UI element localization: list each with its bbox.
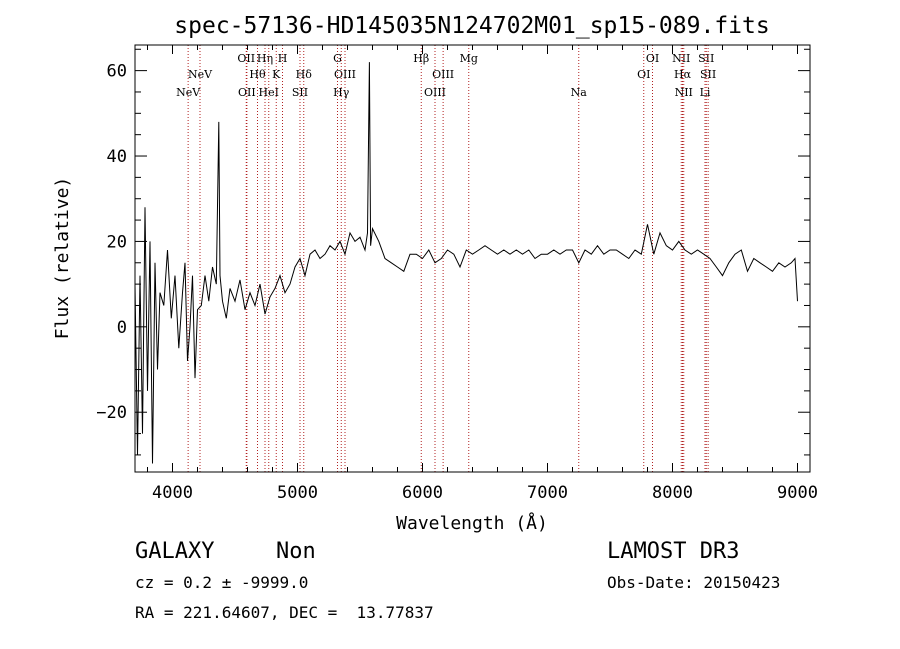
marker-label: Mg — [460, 52, 478, 65]
marker-label: OIII — [424, 86, 446, 99]
class-label: GALAXY — [135, 539, 215, 564]
plot-frame — [134, 44, 811, 473]
x-tick-label: 4000 — [152, 483, 193, 503]
x-tick-label: 5000 — [277, 483, 318, 503]
marker-label: Hβ — [413, 52, 429, 65]
coords-text: RA = 221.64607, DEC = 13.77837 — [135, 603, 434, 622]
marker-label: NII — [675, 86, 693, 99]
y-tick-label: 20 — [107, 232, 127, 252]
marker-label: NeV — [188, 68, 213, 81]
axis-ticks: 4000 5000 6000 7000 8000 9000 −20 0 20 40 60 — [96, 45, 818, 503]
marker-label: Hδ — [296, 68, 313, 81]
chart-title: spec-57136-HD145035N124702M01_sp15-089.f… — [174, 13, 769, 39]
marker-label: OII — [238, 86, 256, 99]
marker-label: HeI — [259, 86, 279, 99]
marker-label: NII — [672, 52, 690, 65]
y-tick-label: 0 — [117, 318, 127, 338]
y-tick-label: 60 — [107, 62, 127, 82]
marker-label: Na — [571, 86, 588, 99]
marker-label: G — [333, 52, 342, 65]
marker-label: OII — [237, 52, 255, 65]
marker-label: H — [278, 52, 288, 65]
survey-label: LAMOST DR3 — [607, 539, 740, 564]
y-tick-label: −20 — [96, 403, 127, 423]
x-tick-label: 9000 — [777, 483, 818, 503]
marker-label: Hη — [257, 52, 273, 65]
x-tick-label: 6000 — [402, 483, 443, 503]
marker-label: Hθ — [249, 68, 266, 81]
marker-label: OIII — [432, 68, 454, 81]
x-axis-label: Wavelength (Å) — [396, 512, 548, 534]
marker-label: SII — [700, 68, 716, 81]
marker-label: K — [272, 68, 281, 81]
marker-label: OI — [646, 52, 659, 65]
marker-label: NeV — [176, 86, 201, 99]
subclass-label: Non — [276, 539, 316, 564]
x-tick-label: 8000 — [652, 483, 693, 503]
y-axis-label: Flux (relative) — [52, 177, 73, 340]
y-tick-label: 40 — [107, 147, 127, 167]
marker-label: Hα — [674, 68, 692, 81]
x-tick-label: 7000 — [527, 483, 568, 503]
marker-label: SII — [292, 86, 308, 99]
cz-text: cz = 0.2 ± -9999.0 — [135, 573, 309, 592]
series-line-spectrum — [134, 62, 798, 464]
series-layer — [134, 62, 798, 464]
marker-label: Hγ — [333, 86, 350, 99]
marker-label: OIII — [334, 68, 356, 81]
marker-label: OI — [637, 68, 650, 81]
marker-label: Li — [700, 86, 711, 99]
obs-date-text: Obs-Date: 20150423 — [607, 573, 781, 592]
marker-label: SII — [698, 52, 714, 65]
line-markers: NeVNeVOIIOIIHθHηHeIKHSIIHδGOIIIHγHβOIIIO… — [176, 45, 716, 472]
